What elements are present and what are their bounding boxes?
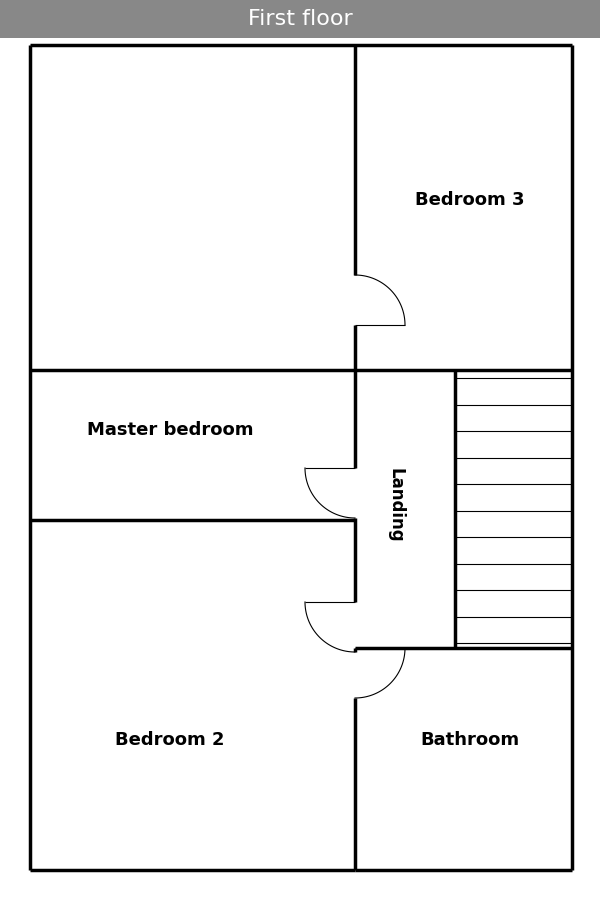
Text: First floor: First floor bbox=[248, 9, 352, 29]
Text: Bathroom: Bathroom bbox=[421, 731, 520, 749]
Bar bbox=[0, 0, 600, 38]
Text: Bedroom 2: Bedroom 2 bbox=[115, 731, 225, 749]
Text: Landing: Landing bbox=[386, 468, 404, 543]
Text: Master bedroom: Master bedroom bbox=[87, 421, 253, 439]
Text: Bedroom 3: Bedroom 3 bbox=[415, 191, 525, 209]
